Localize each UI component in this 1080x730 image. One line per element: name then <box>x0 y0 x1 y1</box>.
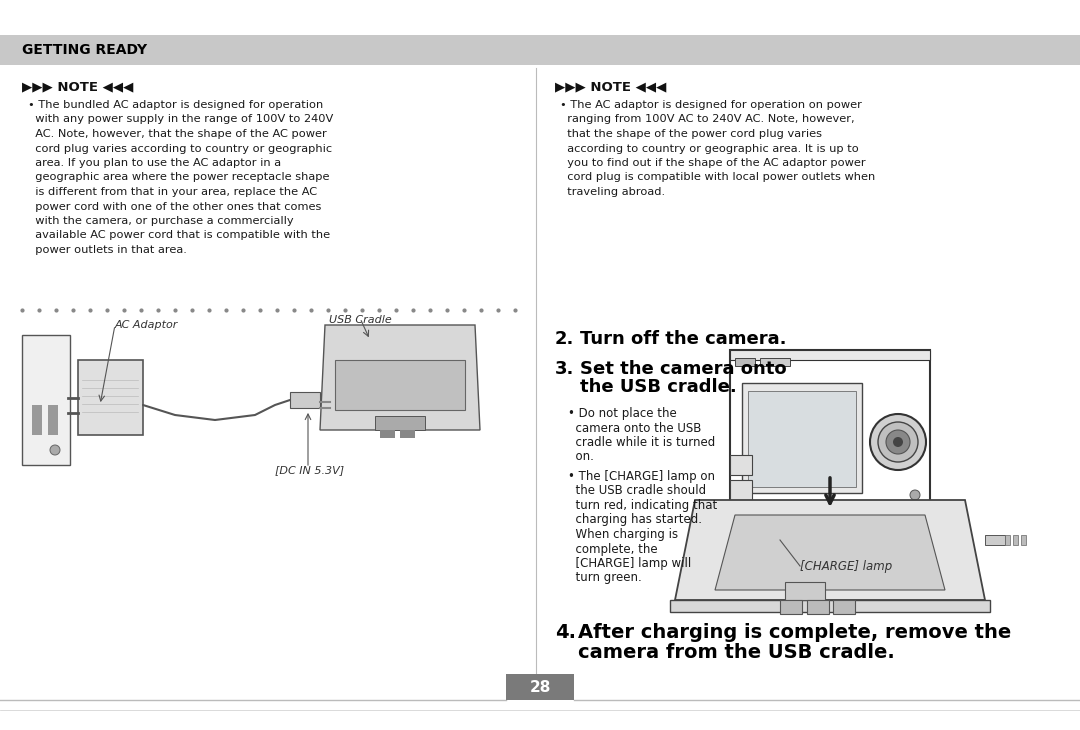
Text: AC. Note, however, that the shape of the AC power: AC. Note, however, that the shape of the… <box>28 129 327 139</box>
Text: ▶▶▶ NOTE ◀◀◀: ▶▶▶ NOTE ◀◀◀ <box>22 80 133 93</box>
Bar <box>670 600 990 612</box>
Bar <box>730 455 752 475</box>
Text: [CHARGE] lamp will: [CHARGE] lamp will <box>568 557 691 570</box>
Bar <box>1005 535 1010 545</box>
Text: [CHARGE] lamp: [CHARGE] lamp <box>800 560 892 573</box>
Text: 2.: 2. <box>555 330 575 348</box>
Bar <box>0 0 1080 35</box>
Bar <box>785 582 825 600</box>
Text: that the shape of the power cord plug varies: that the shape of the power cord plug va… <box>561 129 822 139</box>
Text: geographic area where the power receptacle shape: geographic area where the power receptac… <box>28 172 329 182</box>
Text: camera from the USB cradle.: camera from the USB cradle. <box>578 643 894 662</box>
Text: GETTING READY: GETTING READY <box>22 43 147 57</box>
Text: 4.: 4. <box>555 623 576 642</box>
Text: traveling abroad.: traveling abroad. <box>561 187 665 197</box>
Text: with the camera, or purchase a commercially: with the camera, or purchase a commercia… <box>28 216 294 226</box>
Text: turn green.: turn green. <box>568 572 642 585</box>
Text: ranging from 100V AC to 240V AC. Note, however,: ranging from 100V AC to 240V AC. Note, h… <box>561 115 854 125</box>
Text: 3.: 3. <box>555 360 575 378</box>
Text: turn red, indicating that: turn red, indicating that <box>568 499 717 512</box>
Circle shape <box>893 437 903 447</box>
Bar <box>507 674 573 700</box>
Text: • The bundled AC adaptor is designed for operation: • The bundled AC adaptor is designed for… <box>28 100 323 110</box>
Bar <box>985 535 1005 545</box>
Text: 28: 28 <box>529 680 551 694</box>
Bar <box>375 416 426 430</box>
Bar <box>742 383 862 493</box>
Text: Set the camera onto: Set the camera onto <box>580 360 786 378</box>
Bar <box>1021 535 1026 545</box>
Bar <box>760 358 789 366</box>
Bar <box>730 350 930 505</box>
Bar <box>730 480 752 500</box>
Bar <box>380 430 395 438</box>
Polygon shape <box>715 515 945 590</box>
Bar <box>735 358 755 366</box>
Circle shape <box>878 422 918 462</box>
Text: available AC power cord that is compatible with the: available AC power cord that is compatib… <box>28 231 330 240</box>
Text: • The AC adaptor is designed for operation on power: • The AC adaptor is designed for operati… <box>561 100 862 110</box>
Bar <box>48 405 58 435</box>
Circle shape <box>50 445 60 455</box>
Text: charging has started.: charging has started. <box>568 513 702 526</box>
Bar <box>780 600 802 614</box>
Text: cradle while it is turned: cradle while it is turned <box>568 436 715 449</box>
Text: on.: on. <box>568 450 594 464</box>
Text: the USB cradle.: the USB cradle. <box>580 378 737 396</box>
Bar <box>730 350 930 360</box>
Bar <box>291 392 320 408</box>
Text: • The [CHARGE] lamp on: • The [CHARGE] lamp on <box>568 470 715 483</box>
Circle shape <box>886 430 910 454</box>
Text: Turn off the camera.: Turn off the camera. <box>580 330 786 348</box>
Bar <box>78 360 143 435</box>
Circle shape <box>870 414 926 470</box>
Text: complete, the: complete, the <box>568 542 658 556</box>
Text: you to find out if the shape of the AC adaptor power: you to find out if the shape of the AC a… <box>561 158 866 168</box>
Bar <box>0 35 1080 65</box>
Bar <box>400 430 415 438</box>
Text: the USB cradle should: the USB cradle should <box>568 485 706 498</box>
Polygon shape <box>320 325 480 430</box>
Text: USB Cradle: USB Cradle <box>328 315 391 325</box>
Text: AC Adaptor: AC Adaptor <box>114 320 178 330</box>
Bar <box>32 405 42 435</box>
Text: is different from that in your area, replace the AC: is different from that in your area, rep… <box>28 187 318 197</box>
Bar <box>22 335 70 465</box>
Text: When charging is: When charging is <box>568 528 678 541</box>
Bar <box>1013 535 1018 545</box>
Text: camera onto the USB: camera onto the USB <box>568 421 701 434</box>
Bar <box>807 600 829 614</box>
Bar <box>335 360 465 410</box>
Text: ▶▶▶ NOTE ◀◀◀: ▶▶▶ NOTE ◀◀◀ <box>555 80 666 93</box>
Text: • Do not place the: • Do not place the <box>568 407 677 420</box>
Text: [DC IN 5.3V]: [DC IN 5.3V] <box>275 465 345 475</box>
Text: power outlets in that area.: power outlets in that area. <box>28 245 187 255</box>
Text: cord plug is compatible with local power outlets when: cord plug is compatible with local power… <box>561 172 875 182</box>
Text: according to country or geographic area. It is up to: according to country or geographic area.… <box>561 144 859 153</box>
Text: cord plug varies according to country or geographic: cord plug varies according to country or… <box>28 144 333 153</box>
Text: area. If you plan to use the AC adaptor in a: area. If you plan to use the AC adaptor … <box>28 158 281 168</box>
Text: After charging is complete, remove the: After charging is complete, remove the <box>578 623 1011 642</box>
Text: power cord with one of the other ones that comes: power cord with one of the other ones th… <box>28 201 322 212</box>
Bar <box>833 600 855 614</box>
Polygon shape <box>675 500 985 600</box>
Bar <box>748 391 856 487</box>
Text: with any power supply in the range of 100V to 240V: with any power supply in the range of 10… <box>28 115 334 125</box>
Circle shape <box>910 490 920 500</box>
